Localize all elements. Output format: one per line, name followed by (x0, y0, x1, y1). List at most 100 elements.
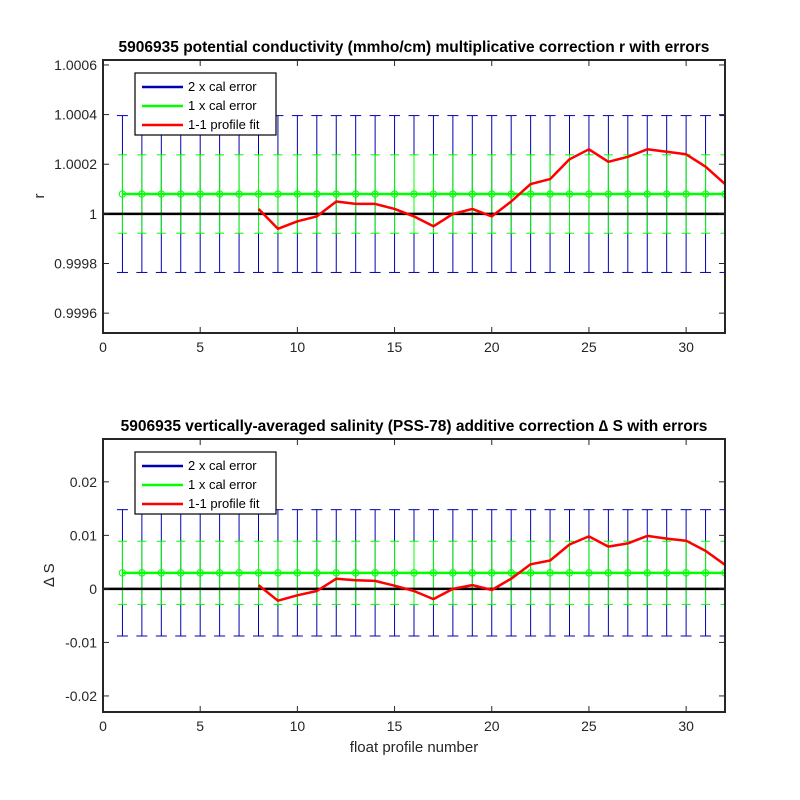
x-tick-label: 15 (387, 339, 403, 355)
y-tick-label: -0.02 (65, 688, 97, 704)
center-marker-1-x-cal-error (546, 569, 554, 577)
legend-label-2x-cal-error: 2 x cal error (188, 79, 257, 94)
y-axis-label: ∆ S (41, 563, 58, 586)
y-tick-label: 0.01 (70, 527, 97, 543)
center-marker-1-x-cal-error (429, 190, 438, 198)
x-tick-label: 20 (484, 339, 500, 355)
y-axis-label: r (31, 194, 48, 199)
center-marker-1-x-cal-error (254, 190, 263, 198)
center-marker-1-x-cal-error (215, 569, 224, 577)
conductivity-correction-chart: 5906935 potential conductivity (mmho/cm)… (31, 39, 726, 355)
center-marker-1-x-cal-error (468, 569, 477, 577)
center-marker-1-x-cal-error (138, 190, 146, 198)
center-marker-1-x-cal-error (449, 190, 457, 198)
center-marker-1-x-cal-error (565, 190, 574, 198)
center-marker-1-x-cal-error (526, 190, 535, 198)
y-tick-label: -0.01 (65, 634, 97, 650)
center-marker-1-x-cal-error (235, 190, 243, 198)
plot-area: 0 5 10 15 20 25 30 0.9996 0.9998 1 1.0002 1.0004 1.0… (54, 57, 726, 355)
center-marker-1-x-cal-error (351, 569, 360, 577)
legend: 2 x cal error 1 x cal error 1-1 profile … (134, 72, 277, 136)
y-tick-label: 1.0002 (54, 156, 97, 172)
center-marker-1-x-cal-error (604, 190, 613, 198)
center-marker-1-x-cal-error (507, 190, 515, 198)
center-marker-1-x-cal-error (332, 190, 340, 198)
legend-label-1x-cal-error: 1 x cal error (188, 98, 257, 113)
center-marker-1-x-cal-error (643, 190, 651, 198)
x-tick-label: 30 (678, 718, 694, 734)
center-marker-1-x-cal-error (118, 190, 127, 198)
center-marker-1-x-cal-error (488, 569, 496, 577)
center-marker-1-x-cal-error (177, 190, 185, 198)
center-marker-1-x-cal-error (507, 569, 515, 577)
salinity-correction-chart: 5906935 vertically-averaged salinity (PS… (41, 418, 726, 756)
center-marker-1-x-cal-error (565, 569, 574, 577)
center-marker-1-x-cal-error (604, 569, 613, 577)
x-tick-label: 20 (484, 718, 500, 734)
center-marker-1-x-cal-error (682, 190, 690, 198)
center-marker-1-x-cal-error (351, 190, 360, 198)
legend-label-profile-fit: 1-1 profile fit (188, 496, 260, 511)
center-marker-1-x-cal-error (313, 569, 321, 577)
center-marker-1-x-cal-error (449, 569, 457, 577)
center-marker-1-x-cal-error (701, 569, 710, 577)
center-marker-1-x-cal-error (254, 569, 263, 577)
x-tick-label: 5 (196, 718, 204, 734)
y-tick-label: 0.02 (70, 474, 97, 490)
x-axis-label: float profile number (350, 739, 478, 756)
y-tick-label: 1 (89, 206, 97, 222)
x-tick-label: 10 (290, 718, 306, 734)
legend-label-profile-fit: 1-1 profile fit (188, 117, 260, 132)
center-marker-1-x-cal-error (624, 190, 632, 198)
center-marker-1-x-cal-error (643, 569, 651, 577)
x-tick-label: 30 (678, 339, 694, 355)
axes-box (102, 59, 726, 334)
legend-label-2x-cal-error: 2 x cal error (188, 458, 257, 473)
center-marker-1-x-cal-error (662, 190, 671, 198)
center-marker-1-x-cal-error (662, 569, 671, 577)
center-marker-1-x-cal-error (410, 569, 418, 577)
chart-title: 5906935 potential conductivity (mmho/cm)… (119, 39, 710, 56)
center-marker-1-x-cal-error (196, 190, 204, 198)
center-marker-1-x-cal-error (177, 569, 185, 577)
x-tick-label: 0 (99, 339, 107, 355)
series-group (103, 115, 725, 273)
profile-fit-line (257, 534, 725, 602)
center-marker-1-x-cal-error (585, 190, 593, 198)
center-marker-1-x-cal-error (390, 569, 399, 577)
series-group (103, 509, 725, 637)
center-marker-1-x-cal-error (196, 569, 204, 577)
chart-title: 5906935 vertically-averaged salinity (PS… (121, 418, 708, 435)
plot-area: 0 5 10 15 20 25 30 -0.02 -0.01 0 0.01 0.02 (65, 438, 726, 734)
center-marker-1-x-cal-error (118, 569, 127, 577)
y-tick-label: 1.0006 (54, 57, 97, 73)
center-marker-1-x-cal-error (332, 569, 340, 577)
center-marker-1-x-cal-error (624, 569, 632, 577)
center-marker-1-x-cal-error (157, 190, 166, 198)
center-marker-1-x-cal-error (429, 569, 438, 577)
center-marker-1-x-cal-error (682, 569, 690, 577)
legend: 2 x cal error 1 x cal error 1-1 profile … (134, 451, 277, 515)
center-marker-1-x-cal-error (488, 190, 496, 198)
center-marker-1-x-cal-error (274, 190, 282, 198)
center-marker-1-x-cal-error (274, 569, 282, 577)
center-marker-1-x-cal-error (371, 190, 379, 198)
center-marker-1-x-cal-error (526, 569, 535, 577)
x-tick-label: 25 (581, 339, 597, 355)
center-marker-1-x-cal-error (390, 190, 399, 198)
legend-label-1x-cal-error: 1 x cal error (188, 477, 257, 492)
center-marker-1-x-cal-error (313, 190, 321, 198)
center-marker-1-x-cal-error (235, 569, 243, 577)
y-tick-label: 0.9998 (54, 256, 97, 272)
center-marker-1-x-cal-error (138, 569, 146, 577)
x-tick-label: 0 (99, 718, 107, 734)
center-marker-1-x-cal-error (157, 569, 166, 577)
center-marker-1-x-cal-error (701, 190, 710, 198)
center-marker-1-x-cal-error (371, 569, 379, 577)
y-tick-label: 1.0004 (54, 107, 97, 123)
y-tick-label: 0 (89, 581, 97, 597)
center-marker-1-x-cal-error (546, 190, 554, 198)
center-marker-1-x-cal-error (585, 569, 593, 577)
x-tick-label: 25 (581, 718, 597, 734)
